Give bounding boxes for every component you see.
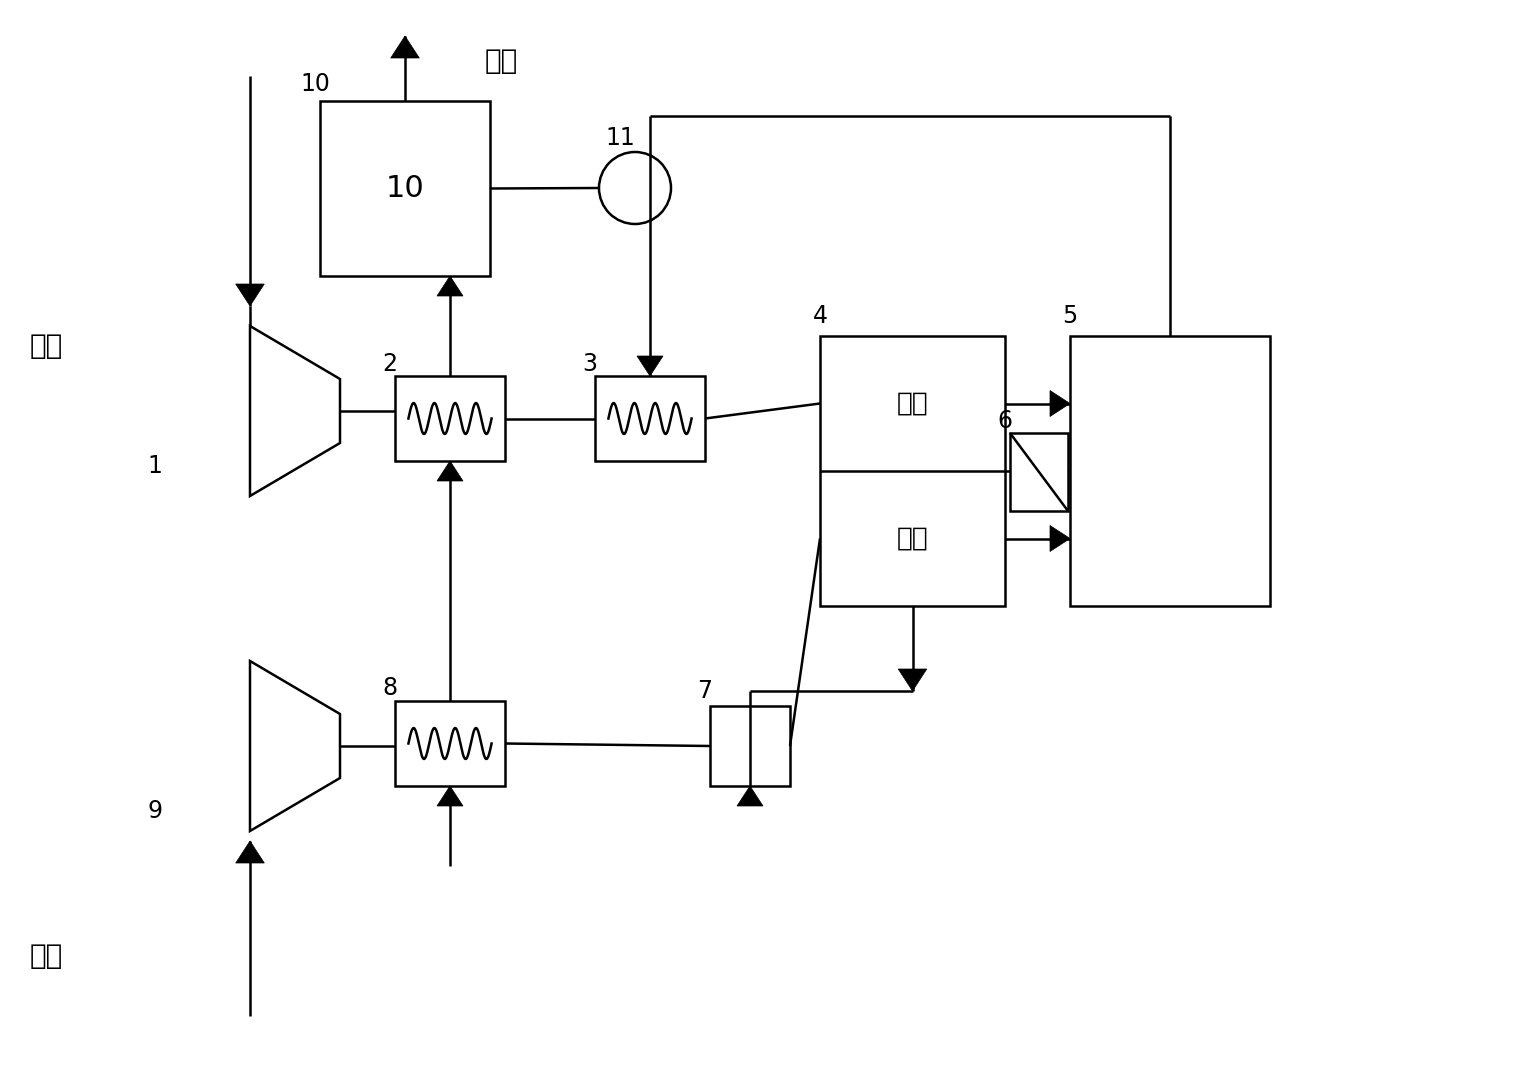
Text: 2: 2 — [383, 352, 397, 376]
Text: 1: 1 — [147, 454, 162, 478]
Text: 排气: 排气 — [484, 47, 518, 75]
Text: 阴极: 阴极 — [897, 390, 929, 417]
Polygon shape — [437, 276, 463, 296]
Text: 6: 6 — [998, 409, 1012, 433]
Bar — [1010, 433, 1069, 511]
Polygon shape — [250, 326, 340, 496]
Polygon shape — [236, 841, 264, 863]
Bar — [595, 376, 705, 461]
Polygon shape — [236, 284, 264, 306]
Text: 9: 9 — [147, 800, 162, 823]
Bar — [710, 706, 789, 786]
Bar — [396, 701, 504, 786]
Polygon shape — [437, 461, 463, 481]
Text: 空气: 空气 — [31, 332, 63, 360]
Text: 10: 10 — [386, 174, 425, 203]
Text: 燃料: 燃料 — [31, 942, 63, 970]
Bar — [1070, 336, 1269, 605]
Polygon shape — [898, 669, 927, 691]
Text: 阳极: 阳极 — [897, 526, 929, 551]
Polygon shape — [391, 36, 420, 58]
Bar — [320, 101, 491, 276]
Polygon shape — [737, 786, 763, 806]
Text: 4: 4 — [812, 304, 828, 328]
Polygon shape — [638, 356, 662, 376]
Polygon shape — [437, 786, 463, 806]
Text: 8: 8 — [382, 676, 397, 700]
Polygon shape — [1050, 526, 1070, 551]
Text: 10: 10 — [300, 72, 330, 96]
Text: 11: 11 — [606, 126, 635, 150]
Text: 5: 5 — [1062, 304, 1078, 328]
Polygon shape — [250, 661, 340, 831]
Text: 3: 3 — [583, 352, 598, 376]
Bar — [396, 376, 504, 461]
Text: 7: 7 — [698, 679, 713, 702]
Polygon shape — [1050, 390, 1070, 417]
Bar — [820, 336, 1006, 605]
